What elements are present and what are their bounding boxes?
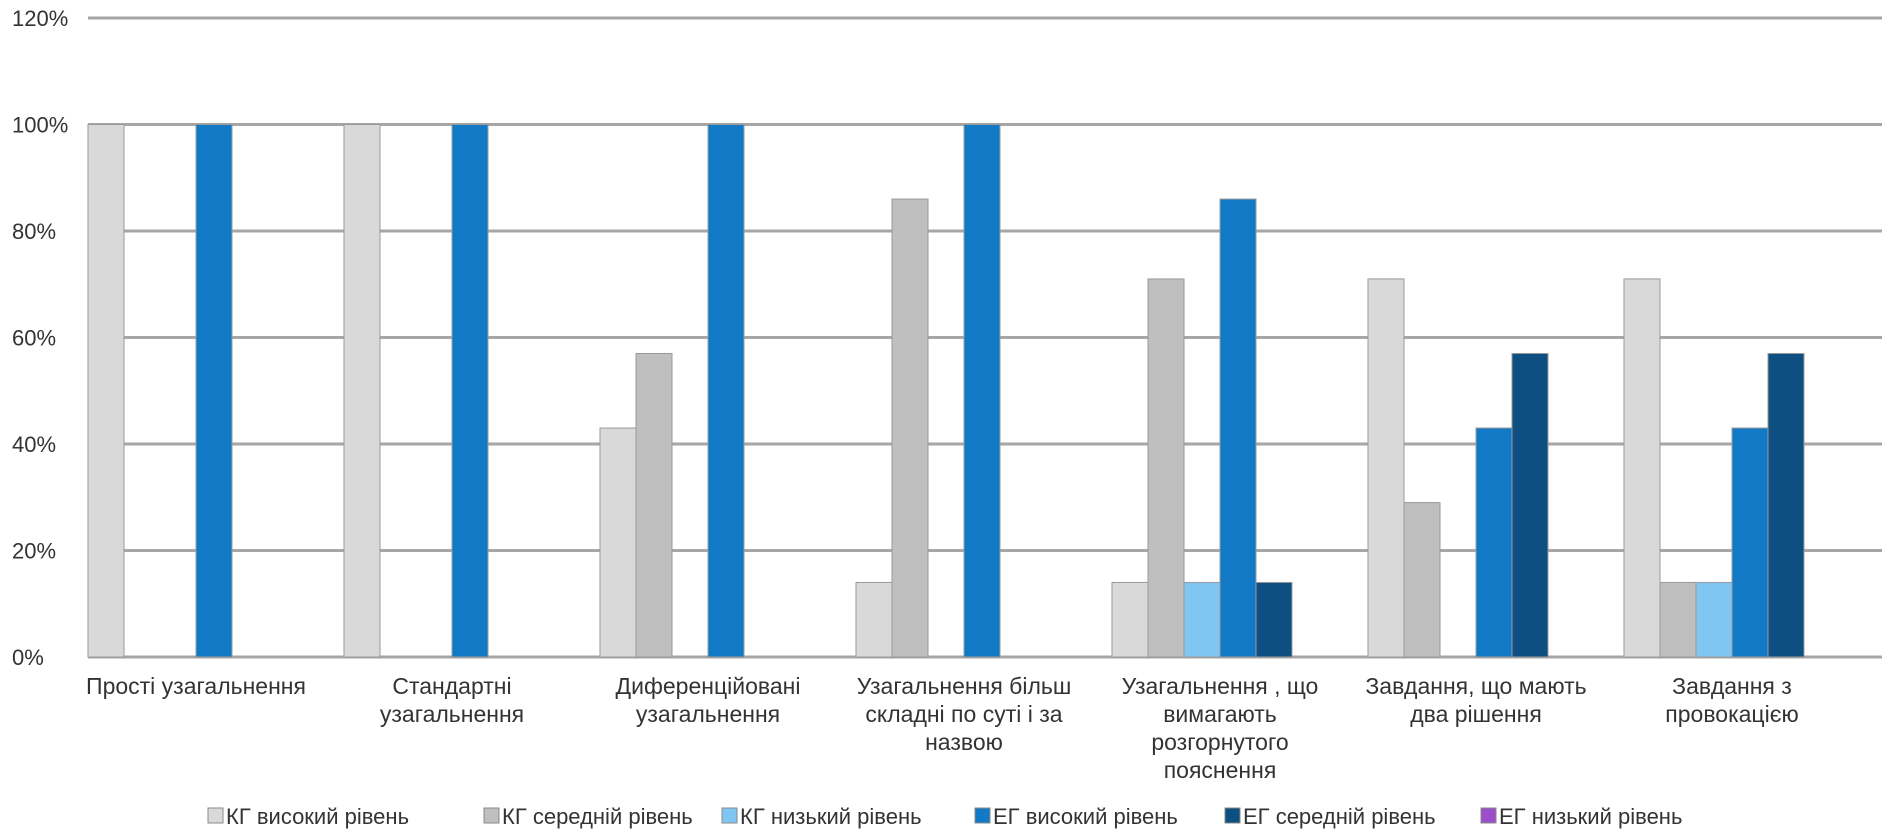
x-category-label: Завдання з bbox=[1672, 673, 1792, 699]
bar bbox=[1767, 352, 1805, 658]
bar bbox=[1111, 581, 1149, 658]
x-category-label: провокацією bbox=[1665, 701, 1798, 727]
legend-label: КГ високий рівень bbox=[226, 804, 409, 829]
bar bbox=[343, 124, 381, 658]
x-category-label: складні по суті і за bbox=[865, 701, 1062, 727]
bar bbox=[707, 124, 745, 658]
bar bbox=[1367, 278, 1405, 658]
bar bbox=[599, 427, 637, 658]
bar bbox=[1219, 198, 1257, 658]
y-tick-label: 20% bbox=[12, 539, 56, 564]
y-axis-tick-labels: 0% 20% 40% 60% 80% 100% 120% bbox=[12, 6, 68, 670]
x-category-label: узагальнення bbox=[380, 701, 524, 727]
bar bbox=[451, 124, 489, 658]
bar bbox=[1623, 278, 1661, 658]
x-category-label: Завдання, що мають bbox=[1365, 673, 1586, 699]
y-tick-label: 120% bbox=[12, 6, 68, 31]
legend-swatch bbox=[1480, 807, 1497, 824]
x-category-label: пояснення bbox=[1164, 757, 1277, 783]
bar bbox=[1255, 581, 1293, 658]
legend-swatch bbox=[721, 807, 738, 824]
legend-label: КГ середній рівень bbox=[502, 804, 693, 829]
x-category-label: Узагальнення більш bbox=[857, 673, 1072, 699]
legend-swatch bbox=[1224, 807, 1241, 824]
y-tick-label: 40% bbox=[12, 432, 56, 457]
bar bbox=[87, 124, 125, 658]
bar bbox=[1511, 352, 1549, 658]
legend: КГ високий рівень КГ середній рівень КГ ни… bbox=[207, 804, 1682, 829]
bar bbox=[1183, 581, 1221, 658]
legend-label: КГ низький рівень bbox=[740, 804, 922, 829]
bar bbox=[1147, 278, 1185, 658]
x-category-label: вимагають bbox=[1163, 701, 1277, 727]
x-category-label: Прості узагальнення bbox=[86, 673, 306, 699]
y-tick-label: 0% bbox=[12, 645, 44, 670]
bar bbox=[1659, 581, 1697, 658]
bar bbox=[1731, 427, 1769, 658]
legend-swatch bbox=[207, 807, 224, 824]
y-tick-label: 100% bbox=[12, 113, 68, 138]
bar bbox=[891, 198, 929, 658]
x-category-label: розгорнутого bbox=[1151, 729, 1288, 755]
x-category-label: Узагальнення , що bbox=[1122, 673, 1319, 699]
legend-swatch bbox=[974, 807, 991, 824]
x-category-label: узагальнення bbox=[636, 701, 780, 727]
bar bbox=[1475, 427, 1513, 658]
legend-label: ЕГ низький рівень bbox=[1499, 804, 1682, 829]
bar bbox=[635, 352, 673, 658]
y-tick-label: 80% bbox=[12, 219, 56, 244]
bars bbox=[87, 124, 1805, 658]
bar bbox=[1403, 502, 1441, 658]
bar bbox=[963, 124, 1001, 658]
x-category-label: Диференційовані bbox=[616, 673, 801, 699]
x-category-label: Стандартні bbox=[392, 673, 511, 699]
bar bbox=[195, 124, 233, 658]
legend-label: ЕГ високий рівень bbox=[993, 804, 1178, 829]
y-tick-label: 60% bbox=[12, 326, 56, 351]
legend-swatch bbox=[483, 807, 500, 824]
bar bbox=[1695, 581, 1733, 658]
x-category-label: два рішення bbox=[1410, 701, 1542, 727]
x-category-label: назвою bbox=[925, 729, 1003, 755]
bar bbox=[855, 581, 893, 658]
legend-label: ЕГ середній рівень bbox=[1243, 804, 1436, 829]
x-axis-category-labels: Прості узагальнення Стандартніузагальненн… bbox=[86, 673, 1799, 783]
